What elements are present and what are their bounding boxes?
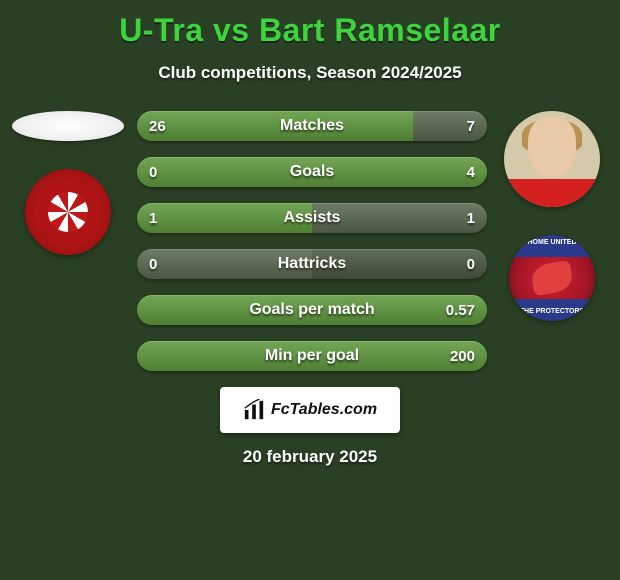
stat-row: 26 Matches 7 (137, 111, 487, 141)
stat-left-value: 26 (149, 111, 166, 141)
bar-chart-icon (243, 399, 265, 421)
stat-label: Matches (280, 117, 344, 135)
stat-row: Min per goal 200 (137, 341, 487, 371)
stat-label: Assists (284, 209, 341, 227)
page-title: U-Tra vs Bart Ramselaar (0, 0, 620, 49)
stat-right-value: 1 (467, 203, 475, 233)
stat-right-value: 0.57 (446, 295, 475, 325)
stat-left-value: 0 (149, 249, 157, 279)
stat-left-value: 1 (149, 203, 157, 233)
date-label: 20 february 2025 (0, 447, 620, 467)
player-right-column: HOME UNITED THE PROTECTORS (492, 111, 612, 321)
stat-label: Goals (290, 163, 334, 181)
player-right-club-badge: HOME UNITED THE PROTECTORS (509, 235, 595, 321)
stat-row: 1 Assists 1 (137, 203, 487, 233)
stat-row: 0 Goals 4 (137, 157, 487, 187)
stats-list: 26 Matches 7 0 Goals 4 1 Assists 1 0 Hattricks 0 Goa… (133, 111, 487, 371)
stat-label: Goals per match (249, 301, 374, 319)
player-left-avatar-placeholder (12, 111, 124, 141)
avatar-shirt (504, 179, 600, 207)
badge-top-text: HOME UNITED (509, 235, 595, 257)
stat-left-value: 0 (149, 157, 157, 187)
player-left-column (8, 111, 128, 255)
player-right-avatar (504, 111, 600, 207)
stat-label: Min per goal (265, 347, 359, 365)
subtitle: Club competitions, Season 2024/2025 (0, 63, 620, 83)
player-left-club-badge (25, 169, 111, 255)
badge-swirl-icon (48, 192, 88, 232)
stat-right-value: 7 (467, 111, 475, 141)
stat-row: 0 Hattricks 0 (137, 249, 487, 279)
content-area: HOME UNITED THE PROTECTORS 26 Matches 7 0 Go… (0, 111, 620, 467)
fctables-logo: FcTables.com (220, 387, 400, 433)
badge-bottom-text: THE PROTECTORS (509, 299, 595, 321)
stat-row: Goals per match 0.57 (137, 295, 487, 325)
stat-right-value: 0 (467, 249, 475, 279)
stat-right-value: 4 (467, 157, 475, 187)
stat-right-value: 200 (450, 341, 475, 371)
badge-dragon-icon (530, 260, 575, 296)
stat-label: Hattricks (278, 255, 346, 273)
logo-text: FcTables.com (271, 401, 377, 419)
avatar-face (528, 117, 576, 177)
badge-inner (36, 180, 100, 244)
